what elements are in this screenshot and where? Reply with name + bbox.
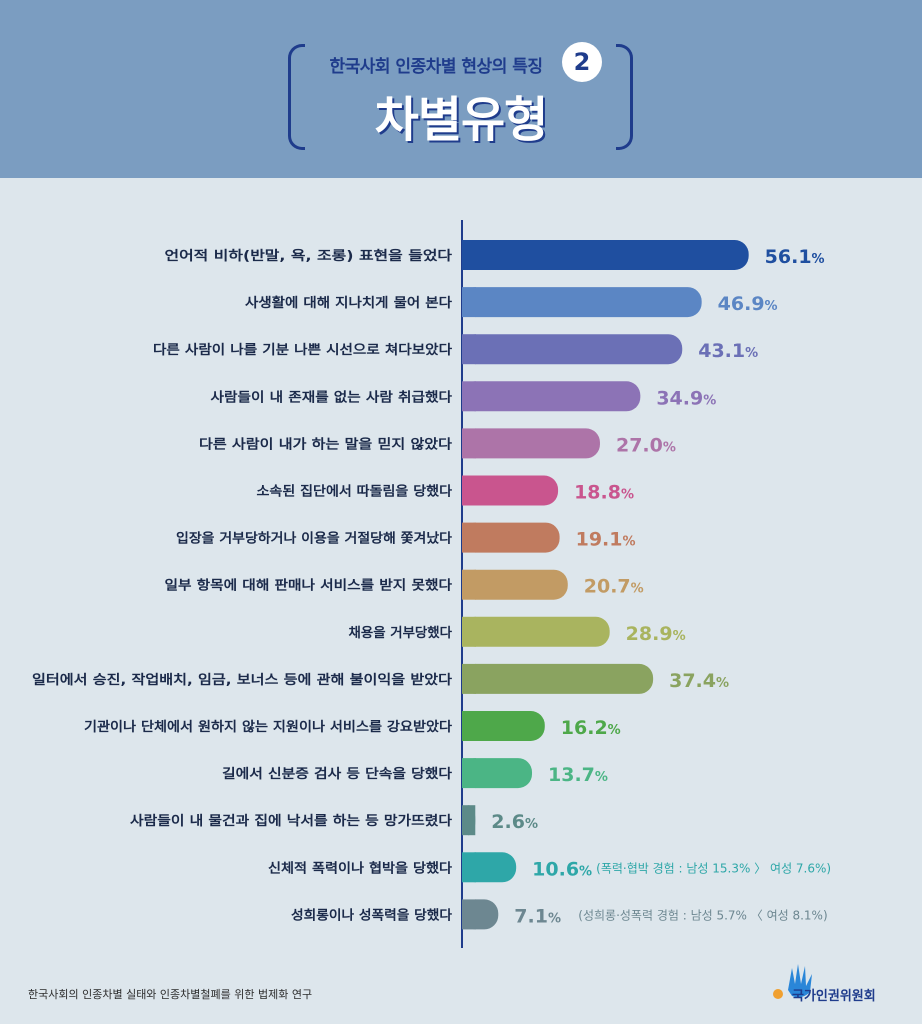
bar-base (462, 569, 476, 600)
logo-dot-icon (773, 989, 783, 999)
bar-base (462, 287, 476, 318)
bar (462, 758, 533, 789)
category-label: 기관이나 단체에서 원하지 않는 지원이나 서비스를 강요받았다 (84, 719, 452, 735)
bar-base (462, 334, 476, 365)
bar-base (462, 758, 476, 789)
bar (462, 522, 560, 553)
bar (462, 663, 654, 694)
bar-base (462, 805, 476, 836)
left-bracket (288, 44, 305, 150)
category-label: 사생활에 대해 지나치게 물어 본다 (245, 295, 452, 311)
value-label: 46.9% (718, 293, 778, 315)
bar-base (462, 616, 476, 647)
header-banner: 한국사회 인종차별 현상의 특징 2 차별유형 (0, 0, 922, 178)
bar-base (462, 240, 476, 270)
logo (773, 964, 812, 999)
value-label: 27.0% (616, 434, 676, 456)
bar-base (462, 475, 476, 506)
category-label: 성희롱이나 성폭력을 당했다 (291, 907, 452, 923)
source-note: 한국사회의 인종차별 실태와 인종차별철폐를 위한 법제화 연구 (28, 988, 313, 1001)
value-label: 34.9% (656, 387, 716, 409)
value-label: 28.9% (626, 623, 686, 645)
bar-base (462, 522, 476, 553)
bar-base (462, 428, 476, 459)
right-bracket (616, 44, 633, 150)
bar (462, 381, 641, 412)
section-number-badge: 2 (562, 42, 602, 82)
value-label: 56.1% (765, 246, 825, 268)
value-label: 13.7% (548, 764, 608, 786)
bar (462, 428, 600, 459)
category-label: 채용을 거부당했다 (349, 625, 453, 641)
category-label: 사람들이 내 존재를 없는 사람 취급했다 (211, 389, 453, 405)
category-label: 다른 사람이 나를 기분 나쁜 시선으로 쳐다보았다 (153, 342, 452, 358)
logo-text: 국가인권위원회 (792, 989, 876, 1004)
bar (462, 711, 545, 741)
value-label: 19.1% (576, 529, 636, 551)
bar-base (462, 852, 476, 883)
bar (462, 334, 683, 365)
category-label: 일터에서 승진, 작업배치, 임금, 보너스 등에 관해 불이익을 받았다 (32, 672, 452, 688)
bar-base (462, 899, 476, 930)
bar (462, 616, 610, 647)
category-label: 사람들이 내 물건과 집에 낙서를 하는 등 망가뜨렸다 (130, 813, 452, 829)
value-label: 2.6% (491, 811, 538, 833)
bar-base (462, 381, 476, 412)
value-label: 7.1% (514, 905, 561, 927)
annotation-note: (폭력·협박 경험 : 남성 15.3% 〉 여성 7.6%) (596, 861, 831, 875)
bar (462, 287, 702, 318)
hand-icon (788, 964, 812, 998)
annotation-note: (성희롱·성폭력 경험 : 남성 5.7% 〈 여성 8.1%) (578, 908, 827, 922)
page-title: 차별유형 (374, 92, 549, 148)
discrimination-type-chart: 언어적 비하(반말, 욕, 조롱) 표현을 들었다 56.1% 사생활에 대해 지나… (32, 220, 831, 948)
category-label: 일부 항목에 대해 판매나 서비스를 받지 못했다 (165, 578, 453, 594)
value-label: 20.7% (584, 576, 644, 598)
category-label: 소속된 집단에서 따돌림을 당했다 (257, 484, 453, 500)
category-label: 길에서 신분증 검사 등 단속을 당했다 (222, 766, 452, 782)
bar-base (462, 711, 476, 741)
bar (462, 240, 749, 270)
value-label: 43.1% (698, 340, 758, 362)
header-subtitle: 한국사회 인종차별 현상의 특징 (329, 57, 543, 77)
bar (462, 475, 559, 506)
bar-base (462, 663, 476, 694)
category-label: 언어적 비하(반말, 욕, 조롱) 표현을 들었다 (165, 248, 453, 264)
value-label: 37.4% (669, 670, 729, 692)
category-label: 입장을 거부당하거나 이용을 거절당해 쫓겨났다 (176, 531, 452, 547)
bar (462, 569, 568, 600)
category-label: 다른 사람이 내가 하는 말을 믿지 않았다 (199, 436, 452, 452)
value-label: 18.8% (574, 482, 634, 504)
category-label: 신체적 폭력이나 협박을 당했다 (268, 860, 452, 876)
value-label: 16.2% (561, 717, 621, 739)
value-label: 10.6% (532, 858, 592, 880)
